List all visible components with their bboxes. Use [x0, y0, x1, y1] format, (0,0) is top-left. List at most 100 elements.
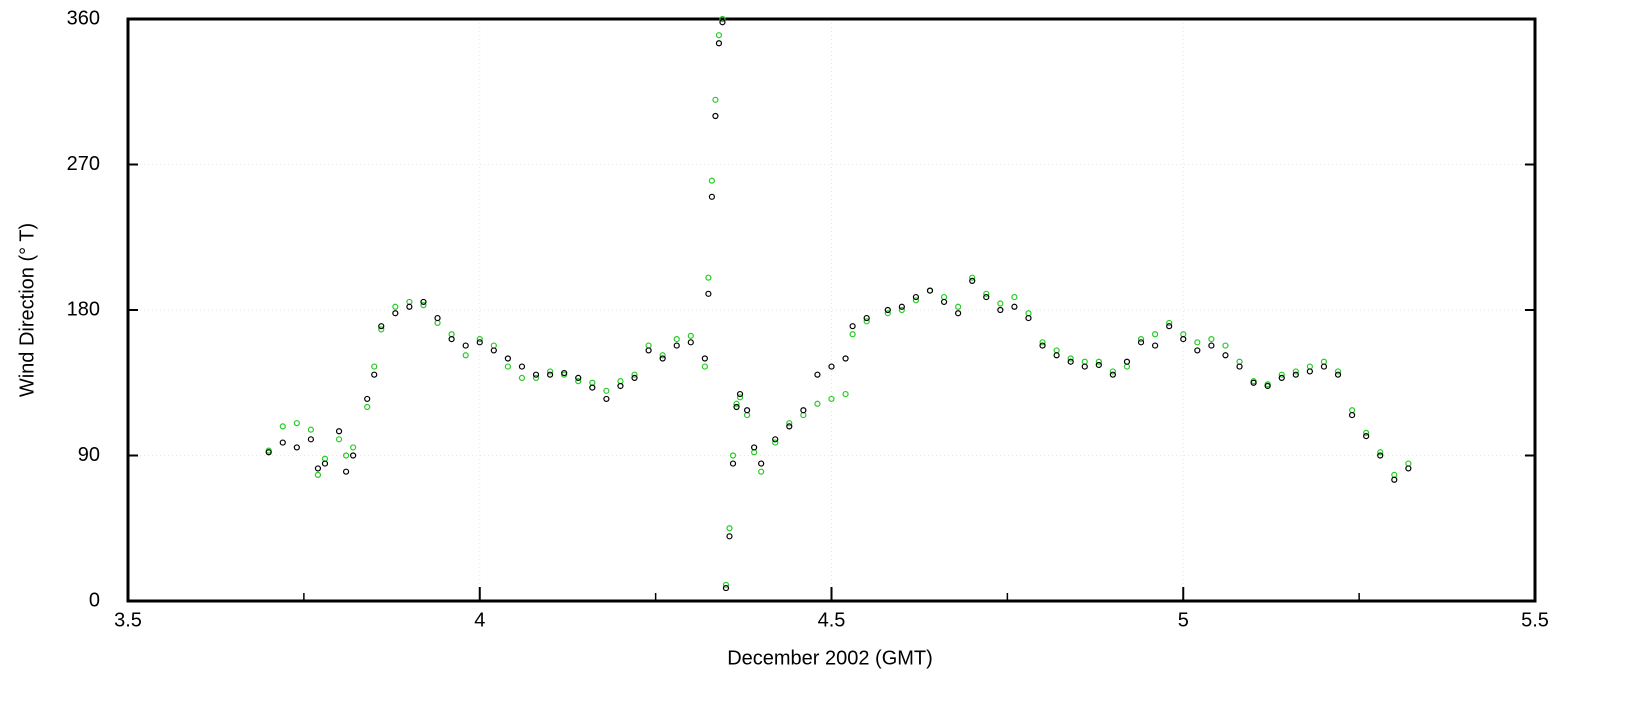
point [705, 274, 712, 281]
point [617, 378, 624, 385]
point [371, 371, 378, 378]
point [1039, 342, 1046, 349]
point [983, 293, 990, 301]
point [800, 407, 807, 414]
point [751, 444, 758, 451]
y-tick-label: 180 [67, 298, 100, 320]
point [884, 310, 891, 317]
point [1236, 358, 1243, 365]
point [849, 323, 856, 330]
point [1208, 336, 1215, 343]
point [314, 465, 322, 472]
point [708, 193, 716, 200]
point [1095, 358, 1102, 365]
point [631, 371, 638, 378]
x-axis-label: December 2002 (GMT) [727, 647, 933, 669]
x-tick-label: 4 [474, 609, 485, 631]
point [1334, 371, 1342, 378]
point [726, 533, 733, 540]
point [1081, 358, 1088, 365]
point [350, 444, 357, 451]
point [786, 423, 793, 430]
point [1334, 368, 1342, 375]
point [321, 455, 329, 462]
point [1152, 331, 1159, 338]
point [1067, 355, 1074, 362]
point [863, 318, 870, 325]
point [434, 314, 441, 322]
point [814, 400, 821, 407]
point [1081, 363, 1088, 370]
point [1166, 319, 1173, 327]
point [1236, 363, 1243, 370]
point [708, 177, 716, 184]
point [983, 290, 990, 297]
point [1053, 352, 1060, 359]
y-tick-label: 270 [67, 153, 100, 175]
point [589, 384, 596, 391]
y-tick-label: 0 [89, 589, 100, 611]
point [842, 355, 849, 362]
point [912, 297, 920, 304]
point [335, 428, 343, 435]
point [1391, 471, 1398, 478]
point [814, 371, 821, 378]
point [1025, 314, 1032, 322]
point [575, 374, 582, 381]
point [1222, 352, 1229, 359]
point [712, 96, 719, 103]
point [364, 395, 371, 403]
point [1152, 342, 1159, 349]
point [314, 471, 322, 478]
point [1377, 449, 1384, 456]
point [532, 371, 540, 378]
point [1053, 347, 1060, 354]
point [955, 310, 962, 317]
point [1137, 339, 1145, 346]
point [898, 303, 905, 310]
point [715, 40, 723, 47]
point [1025, 310, 1032, 317]
y-tick-label: 360 [67, 7, 100, 29]
point [1320, 358, 1328, 365]
point [518, 363, 526, 370]
point [758, 460, 765, 467]
point [705, 290, 712, 297]
point [406, 298, 413, 306]
point [673, 336, 680, 343]
point [462, 342, 469, 349]
point [589, 379, 596, 386]
point [729, 460, 737, 467]
point [719, 19, 726, 26]
point [701, 363, 708, 370]
x-tick-label: 4.5 [818, 609, 846, 631]
point [912, 293, 920, 301]
point [406, 303, 413, 310]
point [293, 420, 300, 427]
point [715, 32, 723, 39]
point [307, 426, 315, 433]
point [342, 452, 350, 459]
point [733, 403, 740, 411]
x-tick-label: 3.5 [114, 609, 142, 631]
point [687, 332, 694, 339]
point [849, 331, 856, 338]
point [420, 302, 427, 309]
point [1123, 358, 1131, 365]
point [997, 300, 1004, 307]
point [1348, 407, 1356, 414]
point [518, 374, 526, 381]
point [631, 374, 638, 381]
point [1166, 323, 1173, 330]
point [476, 336, 483, 343]
point [733, 400, 740, 407]
point [1391, 476, 1398, 483]
point [546, 371, 554, 378]
point [1348, 411, 1356, 419]
point [462, 352, 469, 359]
point [884, 306, 891, 314]
point [420, 298, 427, 306]
point [1377, 452, 1384, 459]
point [1194, 339, 1201, 346]
